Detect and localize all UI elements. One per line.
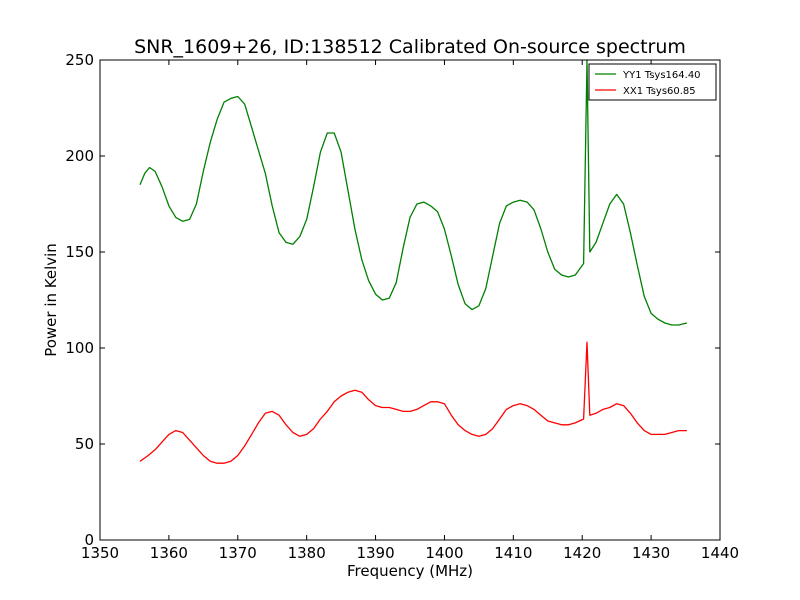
y-tick-label: 0 xyxy=(84,531,94,549)
x-tick-label: 1390 xyxy=(356,544,394,562)
legend-label: XX1 Tsys60.85 xyxy=(623,86,696,97)
legend-label: YY1 Tsys164.40 xyxy=(622,70,701,81)
y-tick-label: 100 xyxy=(65,339,94,357)
x-tick-label: 1400 xyxy=(425,544,463,562)
x-tick-label: 1370 xyxy=(219,544,257,562)
x-tick-label: 1380 xyxy=(288,544,326,562)
y-tick-label: 200 xyxy=(65,147,94,165)
x-tick-label: 1360 xyxy=(150,544,188,562)
x-tick-label: 1430 xyxy=(632,544,670,562)
x-tick-label: 1440 xyxy=(701,544,739,562)
x-tick-label: 1350 xyxy=(81,544,119,562)
legend-box xyxy=(588,63,717,101)
y-tick-label: 50 xyxy=(75,435,94,453)
series-line-1 xyxy=(139,59,688,326)
x-tick-label: 1410 xyxy=(494,544,532,562)
x-tick-label: 1420 xyxy=(563,544,601,562)
y-tick-label: 150 xyxy=(65,243,94,261)
plot-frame xyxy=(99,59,721,541)
axis-ticks: 1350 1360 1370 1380 1390 1400 1410 1420 1430 1440… xyxy=(65,51,739,562)
x-axis-label: Frequency (MHz) xyxy=(347,562,473,580)
y-axis-label: Power in Kelvin xyxy=(42,243,60,357)
series-line-2 xyxy=(139,341,687,464)
chart-title: SNR_1609+26, ID:138512 Calibrated On-sou… xyxy=(134,36,686,58)
legend: YY1 Tsys164.40 XX1 Tsys60.85 xyxy=(588,63,717,101)
plot-area xyxy=(139,59,688,464)
y-tick-label: 250 xyxy=(65,51,94,69)
